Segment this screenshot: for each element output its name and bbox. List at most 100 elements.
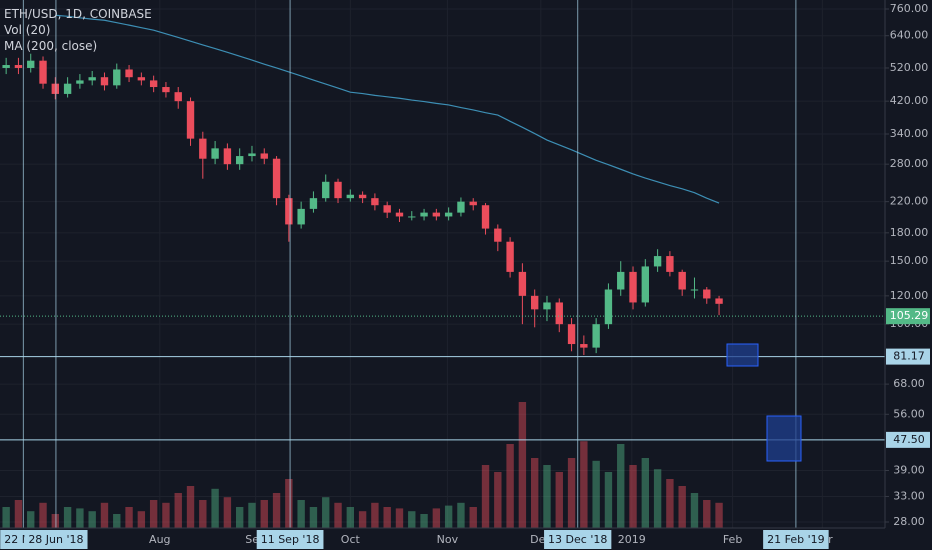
y-tick-label: 760.00	[890, 2, 929, 15]
price-marker-box	[886, 348, 930, 365]
candle-body	[322, 181, 330, 199]
time-marker-box	[763, 530, 829, 549]
volume-bar	[272, 493, 281, 528]
candle-body	[223, 148, 232, 165]
drawn-rectangle[interactable]	[766, 415, 802, 462]
indicator-label: MA (200, close)	[4, 39, 97, 53]
candle-body	[690, 289, 699, 291]
time-marker-label: 11 Sep '18	[261, 533, 320, 546]
candle-body	[76, 80, 84, 84]
candle-body	[358, 194, 367, 199]
candle-body	[567, 324, 576, 345]
volume-bar	[543, 465, 551, 528]
volume-bar	[27, 511, 35, 528]
candle-body	[27, 60, 35, 68]
y-tick-label: 33.00	[893, 489, 925, 502]
volume-bar	[666, 479, 674, 528]
y-tick-label: 220.00	[890, 195, 929, 208]
time-marker-label: 13 Dec '18	[548, 533, 607, 546]
y-tick-label: 340.00	[890, 127, 929, 140]
y-tick-label: 28.00	[893, 515, 925, 528]
drawn-rectangle[interactable]	[726, 343, 759, 367]
volume-bar	[629, 465, 637, 528]
volume-bar	[408, 511, 416, 528]
volume-bar	[457, 502, 465, 528]
y-tick-label: 39.00	[893, 464, 925, 477]
candle-body	[494, 228, 502, 242]
volume-bar	[309, 507, 318, 528]
candle-body	[371, 198, 379, 206]
volume-bar	[715, 502, 723, 528]
volume-bar	[494, 472, 502, 528]
volume-bar	[174, 493, 182, 528]
x-tick-label: 2019	[618, 533, 646, 546]
volume-bar	[76, 508, 84, 528]
y-tick-label: 120.00	[890, 289, 929, 302]
volume-bar	[371, 502, 379, 528]
volume-bar	[420, 514, 428, 528]
volume-bar	[125, 507, 133, 528]
last-price-box	[886, 308, 930, 325]
volume-bar	[39, 502, 47, 528]
volume-bar	[395, 508, 404, 528]
candle-body	[629, 271, 637, 303]
volume-bar	[580, 441, 588, 528]
candle-body	[248, 153, 256, 157]
candle-body	[125, 69, 133, 78]
volume-bar	[199, 500, 207, 528]
volume-bar	[592, 460, 600, 528]
volume-bar	[690, 493, 699, 528]
volume-bar	[531, 458, 539, 528]
candle-body	[481, 205, 490, 229]
price-marker-label: 81.17	[893, 350, 925, 363]
volume-bar	[383, 507, 391, 528]
volume-bar	[186, 486, 195, 528]
candle-body	[506, 241, 514, 272]
candle-body	[334, 181, 342, 199]
volume-bar	[444, 505, 453, 528]
volume-bar	[113, 514, 121, 528]
volume-bar	[567, 458, 576, 528]
volume-bar	[506, 444, 514, 528]
last-price-label: 105.29	[890, 309, 929, 322]
volume-bar	[297, 500, 305, 528]
candle-body	[432, 212, 441, 217]
candle-body	[100, 77, 109, 86]
candle-body	[63, 83, 72, 94]
indicator-label: Vol (20)	[4, 23, 50, 37]
volume-bar	[63, 507, 72, 528]
candle-body	[555, 302, 563, 325]
candle-body	[580, 344, 588, 348]
candle-body	[518, 271, 527, 296]
candle-body	[149, 80, 158, 88]
x-tick-label: Oct	[341, 533, 361, 546]
candle-body	[2, 65, 10, 68]
volume-bar	[678, 486, 686, 528]
volume-bar	[518, 402, 527, 528]
volume-bar	[260, 500, 268, 528]
volume-bar	[555, 472, 563, 528]
candle-body	[174, 92, 182, 102]
volume-bar	[653, 469, 662, 528]
candle-body	[346, 194, 354, 199]
moving-average	[55, 14, 720, 204]
candle-body	[420, 212, 428, 217]
volume-bar	[481, 465, 490, 528]
candle-body	[641, 266, 649, 303]
candle-body	[186, 101, 195, 139]
candle-body	[14, 65, 23, 68]
candle-body	[162, 87, 170, 93]
candle-body	[604, 289, 613, 325]
volume-bar	[358, 511, 367, 528]
volume-bar	[604, 472, 613, 528]
chart-title: ETH/USD, 1D, COINBASE	[4, 7, 152, 21]
y-tick-label: 520.00	[890, 61, 929, 74]
candle-body	[297, 208, 305, 225]
time-marker-label: 28 Jun '18	[28, 533, 83, 546]
volume-bar	[432, 508, 441, 528]
volume-bar	[88, 511, 96, 528]
candle-body	[395, 212, 404, 217]
volume-bar	[285, 479, 293, 528]
